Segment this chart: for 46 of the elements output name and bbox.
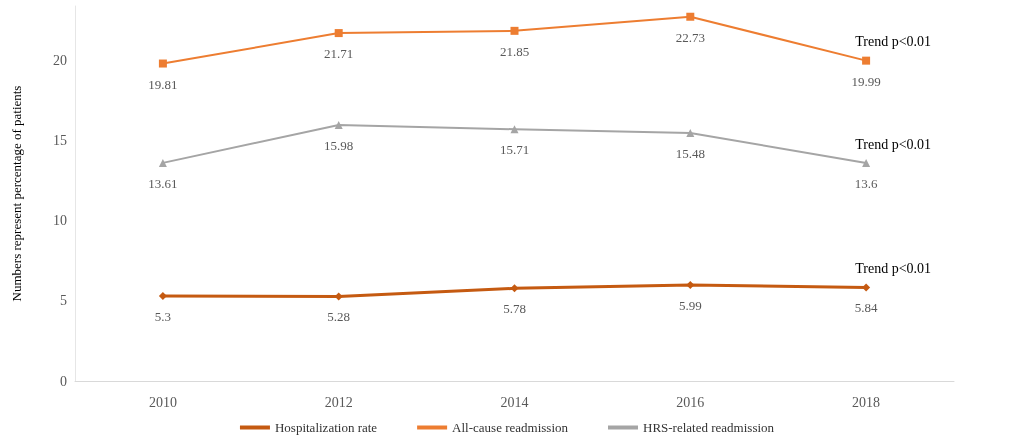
data-label: 19.81 — [148, 76, 178, 92]
x-tick-label: 2012 — [324, 394, 353, 410]
data-label: 19.99 — [851, 73, 881, 89]
y-tick-label: 10 — [53, 213, 67, 229]
x-tick-label: 2016 — [676, 394, 705, 410]
point — [158, 59, 167, 68]
point — [510, 26, 519, 35]
data-label: 15.71 — [499, 142, 530, 158]
point — [686, 128, 695, 137]
data-label: 21.85 — [499, 43, 530, 59]
data-label: 5.28 — [327, 309, 351, 325]
legend-label: HRS-related readmission — [642, 420, 775, 435]
legend-label: Hospitalization rate — [274, 420, 378, 435]
point — [862, 56, 871, 65]
data-label: 5.78 — [503, 301, 526, 317]
point — [334, 29, 343, 38]
data-label: 5.3 — [154, 309, 172, 325]
x-tick-label: 2010 — [148, 394, 177, 410]
data-label: 5.84 — [854, 300, 878, 316]
y-tick-label: 5 — [60, 293, 67, 309]
data-label: 13.6 — [854, 176, 878, 192]
point — [686, 12, 695, 21]
annotation: Trend p<0.01 — [855, 260, 932, 276]
data-label: 15.48 — [675, 145, 705, 161]
annotation: Trend p<0.01 — [855, 34, 932, 50]
point — [158, 158, 167, 167]
data-label: 21.71 — [324, 46, 354, 62]
x-tick-label: 2018 — [852, 394, 881, 410]
annotation: Trend p<0.01 — [855, 136, 932, 152]
data-label: 22.73 — [675, 29, 705, 45]
point — [158, 292, 167, 301]
y-tick-label: 0 — [60, 373, 67, 389]
y-tick-label: 20 — [53, 52, 67, 68]
data-label: 15.98 — [324, 137, 354, 153]
y-tick-label: 15 — [53, 133, 67, 149]
legend-label: All-cause readmission — [452, 420, 569, 435]
point — [510, 284, 519, 293]
point — [334, 120, 343, 129]
point — [510, 125, 519, 134]
data-label: 13.61 — [148, 175, 178, 191]
point — [862, 159, 871, 168]
data-label: 5.99 — [678, 298, 702, 314]
y-axis-title: Numbers represent percentage of patients — [9, 85, 24, 302]
point — [862, 283, 871, 292]
x-tick-label: 2014 — [500, 394, 529, 410]
point — [686, 281, 695, 290]
